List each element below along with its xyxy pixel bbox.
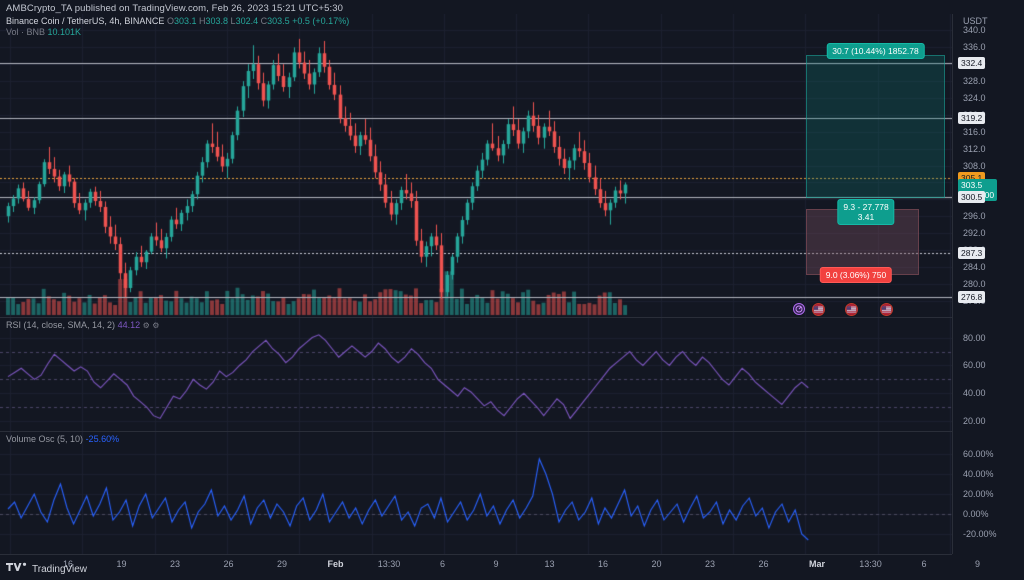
time-axis-tick: Mar (808, 559, 826, 569)
target-label[interactable]: 30.7 (10.44%) 1852.78 (826, 42, 925, 59)
volume-osc-legend[interactable]: Volume Osc (5, 10) -25.60% (6, 434, 119, 445)
gear-icon[interactable]: ⚙ (142, 321, 150, 330)
stop-label[interactable]: 9.0 (3.06%) 750 (819, 266, 893, 283)
time-axis-tick: 16 (62, 559, 74, 569)
price-axis-tick: 324.0 (963, 93, 986, 103)
eye-icon[interactable]: ⚙ (152, 321, 160, 330)
take-profit-zone[interactable] (806, 54, 945, 198)
low-key: L (230, 16, 236, 26)
time-axis-tick: 20 (651, 559, 662, 569)
rsi-title[interactable]: RSI (14, close, SMA, 14, 2) (6, 320, 116, 330)
volume-osc-axis-tick: 0.00% (963, 509, 989, 519)
price-axis-tick: 292.0 (963, 228, 986, 239)
rsi-axis-tick: 20.00 (963, 416, 986, 427)
price-axis-tick: 328.0 (963, 76, 986, 87)
volume-osc-title[interactable]: Volume Osc (5, 10) (6, 434, 84, 444)
time-axis-tick: 13:30 (859, 559, 882, 569)
entry-label-line2: 3.41 (857, 212, 875, 223)
time-axis-tick: 13 (544, 559, 555, 569)
publisher-caption: AMBCrypto_TA published on TradingView.co… (6, 3, 343, 14)
chip-price: 319.2 (961, 113, 983, 124)
time-axis-tick: 6 (921, 559, 927, 569)
time-axis-tick: 16 (597, 559, 609, 569)
time-axis-tick: 19 (116, 559, 127, 569)
rsi-pane[interactable]: RSI (14, close, SMA, 14, 2) 44.12 ⚙ ⚙ (0, 318, 952, 431)
close-key: C (260, 16, 268, 26)
tradingview-brand[interactable]: TradingView (6, 562, 87, 576)
chip-price: 332.4 (961, 57, 983, 68)
price-axis-tick: 284.0 (963, 261, 986, 272)
pane-divider (0, 317, 952, 318)
low-value: 302.4 (235, 16, 259, 26)
chip-price: 303.5 (961, 179, 983, 190)
time-axis-tick: 29 (276, 559, 288, 569)
price-axis-unit: USDT (963, 16, 988, 26)
price-axis-chip-white[interactable]: 319.2 (958, 112, 986, 125)
volume-osc-value: -25.60% (85, 434, 120, 444)
price-axis-tick: 308.0 (963, 160, 986, 171)
volume-osc-axis-tick: 40.00% (963, 469, 994, 479)
price-axis-tick: 316.0 (963, 126, 986, 137)
open-key: O (166, 16, 174, 26)
chip-price: 300.5 (961, 192, 983, 203)
tradingview-logo-icon (6, 562, 28, 576)
price-axis-chip-white[interactable]: 300.5 (958, 191, 986, 204)
price-axis[interactable]: USDT 340.0336.0332.0328.0324.0320.0316.0… (952, 14, 1024, 554)
volume-osc-axis-tick: 60.00% (963, 449, 994, 459)
price-axis-tick: 340.0 (963, 25, 986, 36)
entry-label-line1: 9.3 - 27.778 (843, 202, 889, 213)
rsi-value: 44.12 (117, 320, 141, 330)
price-axis-chip-white[interactable]: 287.3 (958, 246, 986, 259)
volume-osc-canvas[interactable] (0, 432, 952, 554)
volume-value: 10.101K (47, 27, 82, 37)
rsi-axis-tick: 40.00 (963, 388, 986, 399)
price-canvas[interactable] (0, 14, 952, 317)
rsi-legend[interactable]: RSI (14, close, SMA, 14, 2) 44.12 ⚙ ⚙ (6, 320, 159, 331)
price-axis-tick: 296.0 (963, 211, 986, 222)
change-value: +0.5 (+0.17%) (292, 16, 350, 26)
time-axis-tick: 23 (169, 559, 181, 569)
price-axis-tick: 336.0 (963, 42, 986, 53)
price-axis-chip-white[interactable]: 276.8 (958, 291, 986, 304)
rsi-canvas[interactable] (0, 318, 952, 431)
high-value: 303.8 (205, 16, 229, 26)
price-axis-chip-white[interactable]: 332.4 (958, 56, 986, 69)
high-key: H (199, 16, 206, 26)
close-value: 303.5 (267, 16, 290, 26)
rsi-axis-tick: 60.00 (963, 360, 986, 371)
volume-osc-axis-tick: 20.00% (963, 489, 994, 499)
economic-event-marker-icon[interactable] (845, 303, 858, 316)
time-axis-tick: 13:30 (377, 559, 401, 569)
price-axis-tick: 280.0 (963, 278, 986, 289)
economic-event-marker-icon[interactable] (880, 303, 893, 316)
time-axis-tick: Feb (327, 559, 344, 569)
price-pane[interactable]: 30.7 (10.44%) 1852.78 9.3 - 27.778 3.41 … (0, 14, 952, 317)
time-axis-tick: 23 (704, 559, 716, 569)
price-axis-tick: 312.0 (963, 143, 986, 154)
time-axis-tick: 6 (439, 559, 446, 569)
volume-osc-axis-tick: -20.00% (963, 529, 997, 539)
chip-price: 305.1 (961, 172, 983, 183)
alert-marker-icon[interactable] (793, 303, 805, 315)
time-axis-tick: 26 (223, 559, 234, 569)
symbol-label[interactable]: Binance Coin / TetherUS, 4h, BINANCE (6, 16, 165, 26)
volume-osc-pane[interactable]: Volume Osc (5, 10) -25.60% (0, 432, 952, 554)
chip-price: 276.8 (961, 292, 983, 303)
chip-price: 287.3 (961, 247, 983, 258)
tradingview-brand-name: TradingView (32, 563, 88, 575)
time-axis-tick: 9 (974, 559, 981, 569)
price-legend[interactable]: Binance Coin / TetherUS, 4h, BINANCE O30… (6, 16, 349, 27)
time-axis-tick: 26 (758, 559, 769, 569)
time-axis[interactable]: 16 19 23 26 29 Feb 13:30 6 9 13 16 20 23 26 Mar 13:30 6 9 (0, 554, 980, 572)
rsi-axis-tick: 80.00 (963, 332, 986, 343)
open-value: 303.1 (173, 16, 197, 26)
time-axis-tick: 9 (493, 559, 499, 569)
entry-label[interactable]: 9.3 - 27.778 3.41 (837, 199, 895, 226)
economic-event-marker-icon[interactable] (812, 303, 825, 316)
pane-divider (0, 431, 952, 432)
volume-legend[interactable]: Vol · BNB 10.101K (6, 27, 81, 38)
volume-label: Vol · BNB (6, 27, 46, 37)
